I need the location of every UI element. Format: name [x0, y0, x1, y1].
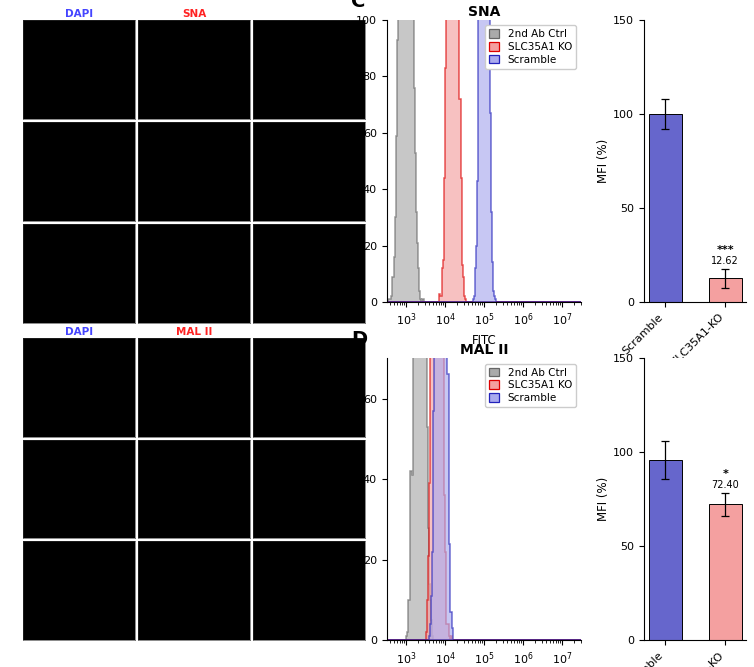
Title: DAPI: DAPI — [65, 327, 93, 337]
Bar — [709, 278, 742, 302]
Title: Merge: Merge — [291, 327, 328, 337]
Polygon shape — [387, 0, 581, 302]
Y-axis label: Count: Count — [347, 482, 360, 517]
Text: C: C — [351, 0, 366, 11]
Title: SNA: SNA — [182, 9, 206, 19]
Text: 72.40: 72.40 — [711, 480, 739, 490]
Polygon shape — [387, 0, 581, 640]
Text: D: D — [351, 330, 367, 349]
Title: Merge: Merge — [291, 9, 328, 19]
Polygon shape — [387, 0, 581, 640]
Polygon shape — [387, 0, 581, 302]
Bar — [709, 504, 742, 640]
Y-axis label: NA-treated: NA-treated — [15, 568, 24, 614]
Y-axis label: MFI (%): MFI (%) — [597, 139, 611, 183]
X-axis label: FITC: FITC — [471, 334, 496, 347]
Title: MAL II: MAL II — [460, 344, 508, 358]
Title: DAPI: DAPI — [65, 9, 93, 19]
Bar — [648, 460, 682, 640]
Legend: 2nd Ab Ctrl, SLC35A1 KO, Scramble: 2nd Ab Ctrl, SLC35A1 KO, Scramble — [485, 364, 576, 407]
Polygon shape — [387, 0, 581, 302]
Y-axis label: NA-treated: NA-treated — [15, 250, 24, 296]
Y-axis label: SLC35A1-KO: SLC35A1-KO — [15, 463, 24, 515]
Text: 12.62: 12.62 — [711, 256, 739, 266]
Y-axis label: Count: Count — [340, 143, 353, 179]
Text: ***: *** — [716, 245, 734, 255]
Title: MAL II: MAL II — [176, 327, 212, 337]
Text: *: * — [722, 469, 728, 479]
Y-axis label: Scramble: Scramble — [15, 49, 24, 89]
Polygon shape — [387, 0, 581, 640]
Title: SNA: SNA — [467, 5, 500, 19]
Y-axis label: Scramble: Scramble — [15, 368, 24, 407]
Y-axis label: MFI (%): MFI (%) — [597, 477, 611, 522]
Y-axis label: SLC35A1-KO: SLC35A1-KO — [15, 145, 24, 197]
Legend: 2nd Ab Ctrl, SLC35A1 KO, Scramble: 2nd Ab Ctrl, SLC35A1 KO, Scramble — [485, 25, 576, 69]
Bar — [648, 114, 682, 302]
